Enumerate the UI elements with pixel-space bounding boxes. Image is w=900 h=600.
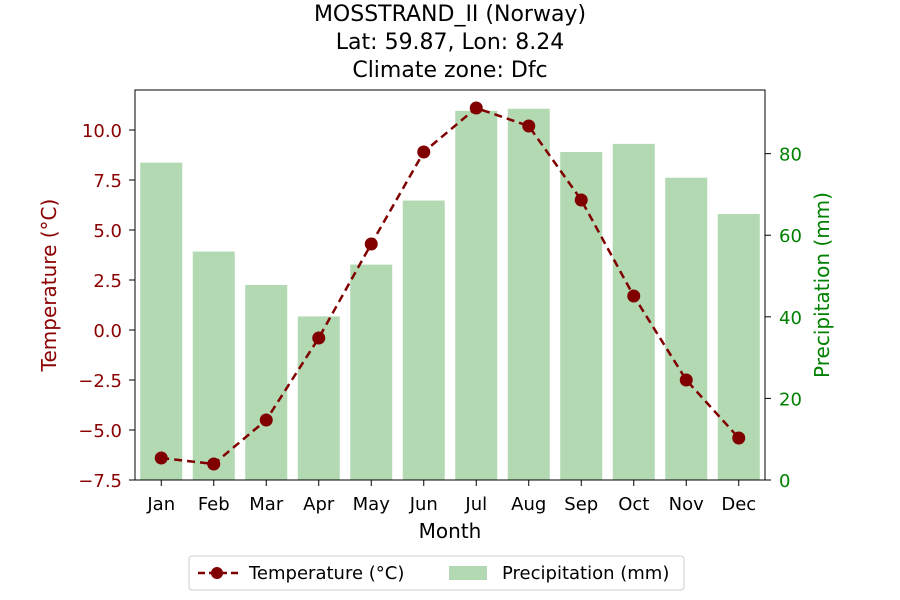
x-axis-ticks: Jan Feb Mar Apr May Jun Jul Aug Sep Oct Nov Dec [146,480,756,515]
legend-frame [188,555,685,591]
title-line-1: MOSSTRAND_II (Norway) [314,2,586,27]
x-tick-label: May [353,494,391,515]
temperature-point-may [364,237,378,251]
left-axis-ticks: −7.5 −5.0 −2.5 0.0 2.5 5.0 7.5 10.0 [78,121,135,492]
precipitation-bar-jul [455,110,498,480]
x-tick-label: Nov [669,494,704,515]
left-tick-label: 10.0 [82,121,122,142]
left-axis-label: Temperature (°C) [37,199,61,373]
precipitation-bar-mar [245,285,288,480]
x-tick-label: Jan [146,494,175,515]
temperature-point-mar [259,413,273,427]
right-tick-label: 20 [779,389,802,410]
left-tick-label: 2.5 [93,271,122,292]
temperature-point-sep [574,193,588,207]
x-tick-label: Dec [721,494,756,515]
left-tick-label: −5.0 [78,421,122,442]
x-axis-label: Month [419,519,482,543]
right-tick-label: 60 [779,226,802,247]
left-tick-label: 5.0 [93,221,122,242]
x-tick-label: Oct [618,494,649,515]
right-axis-ticks: 0 20 40 60 80 [765,145,802,492]
precipitation-bar-oct [612,143,655,480]
temperature-point-apr [312,331,326,345]
temperature-point-jul [469,101,483,115]
temperature-series [154,101,746,471]
temperature-point-jun [417,145,431,159]
left-tick-label: −7.5 [78,471,122,492]
x-tick-label: Jul [464,494,487,515]
x-tick-label: Apr [303,494,335,515]
precipitation-bars [140,108,760,481]
x-tick-label: Sep [564,494,598,515]
temperature-point-aug [522,119,536,133]
legend-temperature-marker [211,567,223,579]
legend-precipitation-swatch [449,566,487,580]
left-tick-label: −2.5 [78,371,122,392]
right-tick-label: 40 [779,308,802,329]
left-tick-label: 7.5 [93,171,122,192]
x-tick-label: Feb [198,494,230,515]
legend-precipitation-label: Precipitation (mm) [502,563,669,584]
right-axis-label: Precipitation (mm) [810,192,834,378]
precipitation-bar-nov [665,177,708,480]
temperature-point-nov [679,373,693,387]
plot-frame [134,89,766,481]
temperature-line [161,106,740,466]
precipitation-bar-feb [192,251,235,480]
chart-title: MOSSTRAND_II (Norway) Lat: 59.87, Lon: 8… [314,2,586,83]
temperature-point-oct [627,289,641,303]
temperature-point-feb [207,457,221,471]
legend-temperature-label: Temperature (°C) [248,563,404,584]
x-tick-label: Jun [409,494,438,515]
temperature-point-jan [154,451,168,465]
x-tick-label: Aug [511,494,546,515]
precipitation-bar-aug [507,108,550,481]
precipitation-bar-may [350,264,393,480]
precipitation-bar-jan [140,162,183,481]
right-tick-label: 0 [779,471,790,492]
right-tick-label: 80 [779,145,802,166]
x-tick-label: Mar [249,494,284,515]
left-tick-label: 0.0 [93,321,122,342]
legend: Temperature (°C) Precipitation (mm) [188,555,685,591]
title-line-2: Lat: 59.87, Lon: 8.24 [336,30,564,55]
precipitation-bar-jun [402,200,445,481]
temperature-point-dec [732,431,746,445]
precipitation-bar-sep [560,152,603,480]
title-line-3: Climate zone: Dfc [352,58,547,83]
